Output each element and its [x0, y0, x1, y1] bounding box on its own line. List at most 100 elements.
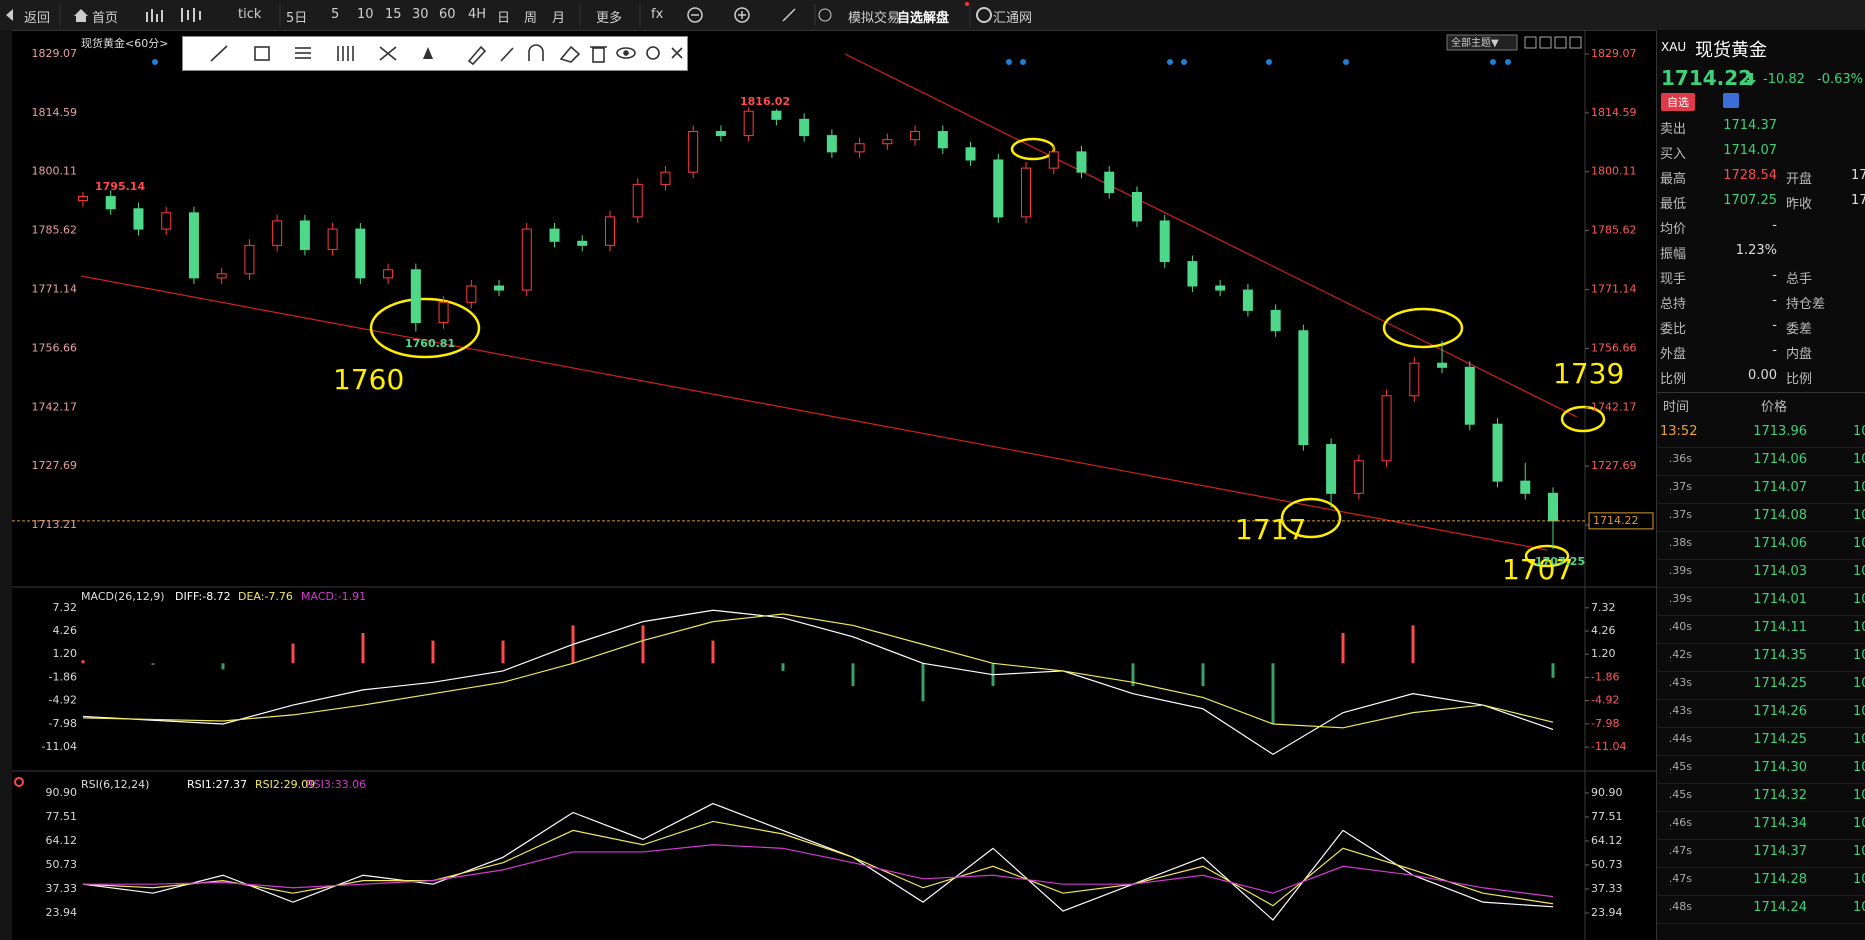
- toolbar-item[interactable]: 5: [331, 7, 340, 22]
- legend-entry: DIFF:-8.72: [175, 590, 231, 603]
- row-line: [1657, 643, 1865, 644]
- row-line: [1657, 699, 1865, 700]
- y-tick-label: 1800.11: [32, 165, 78, 178]
- stat-label: 现手: [1660, 272, 1687, 287]
- candle-body: [1270, 309, 1281, 332]
- toolbar-item[interactable]: 周: [524, 11, 538, 26]
- y-tick-label: 23.94: [46, 906, 78, 919]
- toolbar-item[interactable]: 5日: [286, 11, 308, 26]
- stat-value: -: [1772, 268, 1777, 283]
- toolbar-item[interactable]: 更多: [596, 11, 623, 26]
- row-line: [1657, 615, 1865, 616]
- tick-price: 1714.25: [1753, 676, 1807, 691]
- legend-entry: RSI3:33.06: [306, 778, 366, 791]
- annotation: 1760.81: [405, 337, 455, 350]
- row-line: [1657, 923, 1865, 924]
- stat-value: -: [1772, 293, 1777, 308]
- toolbar-item[interactable]: 60: [439, 7, 456, 22]
- theme-button[interactable]: 全部主题▼: [1451, 36, 1499, 49]
- candle-body: [799, 118, 810, 137]
- y-tick-label: -4.92: [1591, 694, 1619, 707]
- y-tick-label: 4.26: [1591, 624, 1616, 637]
- tick-time: .45s: [1668, 788, 1692, 801]
- toolbar-item[interactable]: 30: [412, 7, 429, 22]
- candle-body: [577, 240, 588, 246]
- rsi-line: [82, 802, 1554, 921]
- toolbar-item[interactable]: 返回: [24, 11, 51, 26]
- tick-time: .39s: [1668, 592, 1692, 605]
- y-tick-label: -4.92: [49, 694, 77, 707]
- name: 现货黄金: [1695, 40, 1767, 61]
- y-tick-label: 50.73: [1591, 858, 1623, 871]
- toolbar-item[interactable]: 汇通网: [993, 11, 1033, 26]
- stat-label: 卖出: [1660, 122, 1687, 137]
- tick-price: 1714.08: [1753, 508, 1807, 523]
- candle-body: [133, 208, 144, 230]
- toolbar-item[interactable]: 15: [385, 7, 402, 22]
- stat-value: -: [1772, 343, 1777, 358]
- tick-price: 1713.96: [1753, 424, 1807, 439]
- tick-volume: 10: [1853, 508, 1865, 523]
- annotation: 1717: [1235, 513, 1306, 546]
- tick-time: .42s: [1668, 648, 1692, 661]
- down-arrow: [1746, 73, 1756, 86]
- stat-label: 外盘: [1660, 347, 1687, 362]
- toolbar-item[interactable]: 4H: [468, 7, 487, 22]
- y-tick-label: 90.90: [46, 786, 78, 799]
- row-line: [1657, 475, 1865, 476]
- stat-label: 持仓差: [1786, 297, 1826, 312]
- candle-body: [272, 220, 283, 246]
- y-tick-label: 1727.69: [32, 459, 78, 472]
- tag[interactable]: 自选: [1661, 93, 1695, 111]
- tick-volume: 10: [1853, 732, 1865, 747]
- quote-panel: XAU 现货黄金 1714.22 -10.82 -0.63% 自选 卖出 1714.37 买入 1…: [1656, 30, 1865, 940]
- stat-value: 1707.25: [1723, 193, 1777, 208]
- candle-body: [632, 183, 643, 218]
- last-price-label: 1714.22: [1593, 514, 1639, 527]
- candle-body: [1131, 192, 1142, 222]
- stat-value: 1714.37: [1723, 118, 1777, 133]
- candle-body: [1076, 151, 1087, 173]
- candle-body: [743, 110, 754, 137]
- toolbar-item[interactable]: 首页: [92, 11, 119, 26]
- row-line: [1657, 727, 1865, 728]
- candle-body: [466, 285, 477, 303]
- tick-volume: 10: [1853, 844, 1865, 859]
- candle-body: [826, 135, 837, 153]
- tick-volume: 10: [1853, 760, 1865, 775]
- candle-body: [105, 196, 116, 210]
- y-tick-label: 64.12: [46, 834, 78, 847]
- divider: [1657, 392, 1865, 393]
- row-line: [1657, 755, 1865, 756]
- toolbar-item[interactable]: fx: [651, 7, 664, 22]
- toolbar-item[interactable]: 自选解盘: [897, 11, 950, 26]
- row-line: [1657, 447, 1865, 448]
- tick-time: .36s: [1668, 452, 1692, 465]
- candle-body: [854, 143, 865, 153]
- tick-price: 1714.35: [1753, 648, 1807, 663]
- candle-body: [882, 139, 893, 145]
- tick-time: .47s: [1668, 844, 1692, 857]
- theme-button-box[interactable]: [1446, 34, 1518, 51]
- stat-value: -: [1772, 318, 1777, 333]
- tick-volume: 10: [1853, 480, 1865, 495]
- row-line: [1657, 839, 1865, 840]
- y-tick-label: -7.98: [49, 717, 77, 730]
- toolbar-item[interactable]: 月: [552, 11, 566, 26]
- toolbar-item[interactable]: tick: [238, 7, 262, 22]
- candle-body: [1159, 220, 1170, 263]
- stat-label: 内盘: [1786, 347, 1813, 362]
- table-header: 时间: [1663, 400, 1690, 415]
- candle-body: [549, 228, 560, 242]
- pane-marker: [14, 777, 24, 787]
- annotation: 1795.14: [95, 180, 145, 193]
- stat-label: 开盘: [1786, 172, 1813, 187]
- row-line: [1657, 671, 1865, 672]
- tick-time: .48s: [1668, 900, 1692, 913]
- highlight-ellipses: [369, 137, 1606, 568]
- tick-price: 1714.06: [1753, 536, 1807, 551]
- legend-entry: RSI2:29.09: [255, 778, 315, 791]
- toolbar-item[interactable]: 模拟交易: [848, 11, 901, 26]
- toolbar-item[interactable]: 日: [497, 11, 511, 26]
- toolbar-item[interactable]: 10: [357, 7, 374, 22]
